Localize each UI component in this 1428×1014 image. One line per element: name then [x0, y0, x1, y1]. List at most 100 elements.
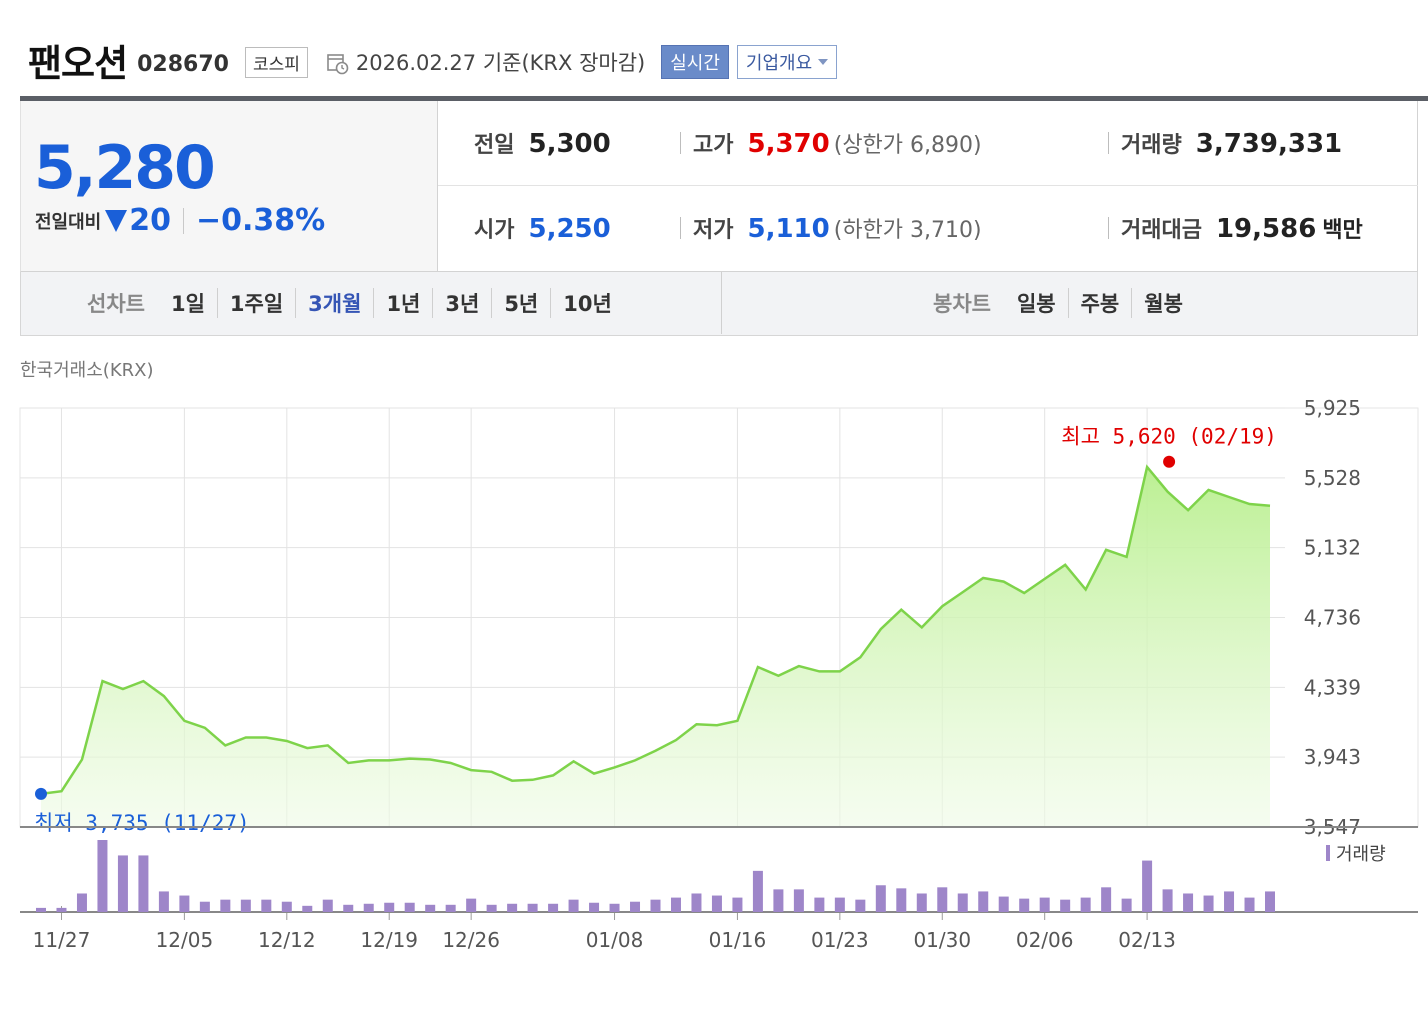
- y-tick-label: 5,925: [1304, 396, 1361, 420]
- change-percent: −0.38%: [196, 203, 326, 238]
- x-tick-label: 02/06: [1016, 928, 1074, 952]
- upper-limit: (상한가 6,890): [833, 133, 982, 158]
- y-tick-label: 5,132: [1304, 536, 1361, 560]
- volume-bar: [670, 897, 681, 912]
- open-stat: 시가 5,250: [474, 212, 611, 244]
- price-change-row: 전일대비 20 −0.38%: [35, 203, 325, 238]
- open-value: 5,250: [528, 214, 611, 244]
- volume-bar: [261, 899, 272, 912]
- volume-bar: [548, 903, 559, 912]
- volume-bar: [773, 889, 784, 912]
- low-label: 저가: [693, 218, 734, 243]
- x-tick-label: 01/16: [709, 928, 767, 952]
- volume-bar: [240, 899, 251, 912]
- high-annotation: 최고 5,620 (02/19): [1061, 425, 1277, 449]
- amount-stat: 거래대금 19,586 백만: [1108, 212, 1363, 244]
- volume-bar: [76, 893, 87, 912]
- price-area: [41, 467, 1270, 827]
- down-triangle-icon: [105, 209, 128, 232]
- realtime-button[interactable]: 실시간: [661, 45, 729, 79]
- volume-bar: [527, 903, 538, 912]
- volume-label: 거래량: [1121, 133, 1182, 158]
- y-tick-label: 5,528: [1304, 466, 1361, 490]
- high-value: 5,370: [747, 129, 830, 159]
- volume-bar: [855, 899, 866, 912]
- volume-bar: [998, 896, 1009, 912]
- data-source-label: 한국거래소(KRX): [20, 360, 154, 381]
- lower-limit: (하한가 3,710): [833, 218, 982, 243]
- price-stats-table: 전일 5,300 고가 5,370 (상한가 6,890) 거래량 3,739,…: [438, 101, 1418, 272]
- volume-legend-swatch: [1326, 845, 1330, 861]
- volume-bar: [404, 902, 415, 912]
- change-label: 전일대비: [35, 211, 102, 233]
- prev-close-stat: 전일 5,300: [474, 127, 611, 159]
- tab-period-1[interactable]: 1주일: [216, 288, 295, 318]
- volume-bar: [302, 905, 313, 912]
- tab-period-3[interactable]: 1년: [373, 288, 432, 318]
- volume-bar: [691, 893, 702, 912]
- tab-period-6[interactable]: 10년: [550, 288, 624, 318]
- volume-bar: [363, 903, 374, 912]
- tab-period-0[interactable]: 1일: [170, 292, 205, 316]
- tab-period-2[interactable]: 3개월: [295, 288, 373, 318]
- volume-value: 3,739,331: [1195, 129, 1343, 159]
- volume-bar: [158, 891, 169, 912]
- tab-divider: [721, 272, 722, 334]
- stats-row: 시가 5,250 저가 5,110 (하한가 3,710) 거래대금 19,58…: [438, 186, 1418, 271]
- candle-chart-tabs: 봉차트 일봉 주봉 월봉: [933, 272, 1195, 334]
- stock-header: 팬오션 028670 코스피 2026.02.27 기준(KRX 장마감) 실시…: [28, 36, 838, 85]
- divider: [1108, 217, 1109, 239]
- company-overview-dropdown[interactable]: 기업개요: [736, 45, 838, 79]
- x-tick-label: 12/05: [156, 928, 214, 952]
- low-stat: 저가 5,110 (하한가 3,710): [680, 212, 982, 244]
- volume-bar: [711, 895, 722, 912]
- volume-bar: [507, 903, 518, 912]
- volume-bar: [1019, 898, 1030, 912]
- volume-bar: [322, 899, 333, 912]
- current-price: 5,280: [34, 133, 216, 203]
- volume-bar: [650, 899, 661, 912]
- volume-bar: [568, 899, 579, 912]
- x-tick-label: 01/08: [586, 928, 644, 952]
- candle-chart-label: 봉차트: [933, 292, 991, 316]
- tab-candle-1[interactable]: 주봉: [1067, 288, 1132, 318]
- volume-bar: [445, 904, 456, 912]
- volume-legend: 거래량: [1336, 844, 1386, 865]
- tab-candle-0[interactable]: 일봉: [1016, 292, 1056, 316]
- volume-bar: [630, 901, 641, 912]
- tab-period-5[interactable]: 5년: [491, 288, 550, 318]
- volume-bar: [97, 840, 108, 912]
- volume-bar: [957, 893, 968, 912]
- volume-bar: [1039, 897, 1050, 912]
- volume-bar: [343, 904, 354, 912]
- volume-bar: [793, 889, 804, 912]
- volume-bar: [384, 902, 395, 912]
- volume-bar: [1162, 889, 1173, 912]
- prev-close-label: 전일: [474, 133, 515, 158]
- volume-bar: [466, 898, 477, 912]
- line-chart-label: 선차트: [87, 292, 145, 316]
- x-tick-label: 11/27: [33, 928, 91, 952]
- volume-bar: [281, 901, 292, 912]
- low-marker: [35, 787, 47, 800]
- stock-code: 028670: [137, 51, 229, 77]
- x-tick-label: 12/26: [442, 928, 500, 952]
- tab-candle-2[interactable]: 월봉: [1131, 288, 1195, 318]
- y-tick-label: 4,736: [1304, 606, 1361, 630]
- price-line: [40, 464, 1271, 796]
- amount-value: 19,586: [1215, 214, 1317, 244]
- company-overview-label: 기업개요: [745, 53, 813, 74]
- chevron-down-icon: [818, 59, 829, 65]
- tab-period-4[interactable]: 3년: [432, 288, 491, 318]
- volume-bar: [609, 903, 620, 912]
- volume-bar: [896, 888, 907, 912]
- change-value: 20: [129, 203, 171, 238]
- low-annotation: 최저 3,735 (11/27): [34, 811, 250, 835]
- volume-bar: [56, 907, 67, 912]
- price-chart: 5,9255,5285,1324,7364,3393,9433,54711/27…: [19, 396, 1419, 952]
- divider: [680, 132, 681, 154]
- volume-bar: [36, 907, 46, 912]
- x-tick-label: 02/13: [1118, 928, 1176, 952]
- current-price-panel: 5,280 전일대비 20 −0.38%: [20, 101, 438, 272]
- volume-bar: [1244, 897, 1255, 912]
